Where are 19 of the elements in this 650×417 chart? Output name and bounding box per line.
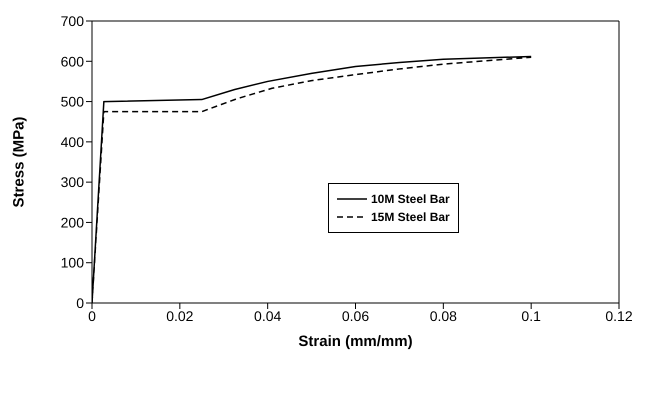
x-axis-title: Strain (mm/mm) <box>298 333 413 350</box>
y-tick-label: 300 <box>60 174 84 190</box>
legend-label: 10M Steel Bar <box>371 192 450 206</box>
y-tick-label: 500 <box>60 94 84 110</box>
y-tick-label: 0 <box>76 294 84 311</box>
y-axis-title: Stress (MPa) <box>10 116 28 208</box>
y-tick-label: 700 <box>60 12 84 29</box>
y-tick-label: 100 <box>60 254 84 271</box>
x-tick-label: 0.1 <box>521 308 542 324</box>
x-tick-label: 0.04 <box>254 308 282 324</box>
x-tick-label: 0.02 <box>166 308 194 324</box>
legend-label: 15M Steel Bar <box>371 210 450 224</box>
y-tick-label: 600 <box>60 53 84 70</box>
y-tick-label: 200 <box>60 214 84 230</box>
x-tick-label: 0.12 <box>605 308 633 324</box>
x-tick-label: 0 <box>88 308 96 324</box>
x-tick-label: 0.06 <box>342 308 370 324</box>
y-tick-label: 400 <box>60 134 84 150</box>
x-tick-label: 0.08 <box>430 308 458 324</box>
